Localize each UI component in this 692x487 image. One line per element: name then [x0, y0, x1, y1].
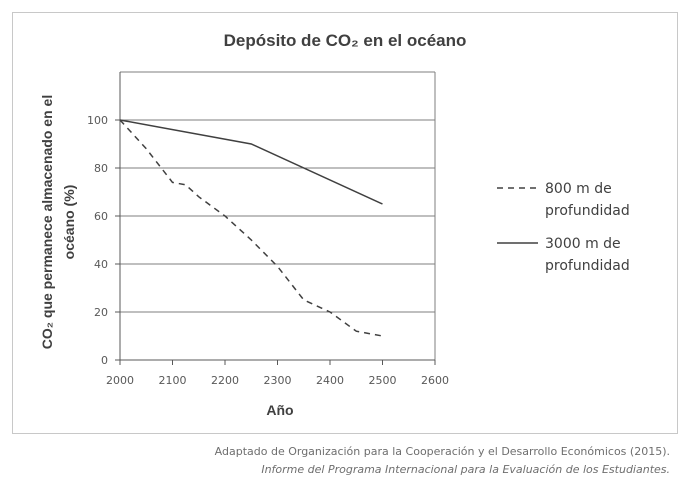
tick-labels: 0 20 40 60 80 100 2000 2100 2200 2300 2400 2500 2600 [87, 114, 449, 387]
legend-label-800m-line1: 800 m de [545, 181, 612, 197]
source-line-2: Informe del Programa Internacional para … [261, 463, 670, 476]
y-tick-label-20: 20 [94, 306, 108, 319]
y-tick-label-80: 80 [94, 162, 108, 175]
y-tick-label-40: 40 [94, 258, 108, 271]
legend-label-3000m-line2: profundidad [545, 258, 630, 274]
x-tick-label-2100: 2100 [159, 374, 187, 387]
x-axis-label: Año [266, 402, 293, 418]
y-axis-label-line2: océano (%) [61, 185, 77, 260]
x-tick-label-2300: 2300 [264, 374, 292, 387]
y-axis-label-line1: CO₂ que permanece almacenado en el [39, 95, 55, 349]
y-tick-label-0: 0 [101, 354, 108, 367]
legend-label-800m-line2: profundidad [545, 203, 630, 219]
y-tick-label-100: 100 [87, 114, 108, 127]
x-tick-label-2000: 2000 [106, 374, 134, 387]
legend-label-3000m-line1: 3000 m de [545, 236, 621, 252]
series-line-1 [119, 119, 383, 205]
chart-title: Depósito de CO₂ en el océano [224, 31, 467, 50]
chart-frame [12, 12, 678, 434]
series-group [119, 119, 383, 337]
grid [120, 71, 436, 360]
axes [115, 72, 436, 365]
y-tick-label-60: 60 [94, 210, 108, 223]
source-line-1: Adaptado de Organización para la Coopera… [214, 445, 670, 458]
x-tick-label-2200: 2200 [211, 374, 239, 387]
series-line-0 [119, 119, 383, 337]
x-tick-label-2600: 2600 [421, 374, 449, 387]
source-note: Adaptado de Organización para la Coopera… [215, 443, 670, 479]
x-tick-label-2500: 2500 [369, 374, 397, 387]
x-tick-label-2400: 2400 [316, 374, 344, 387]
